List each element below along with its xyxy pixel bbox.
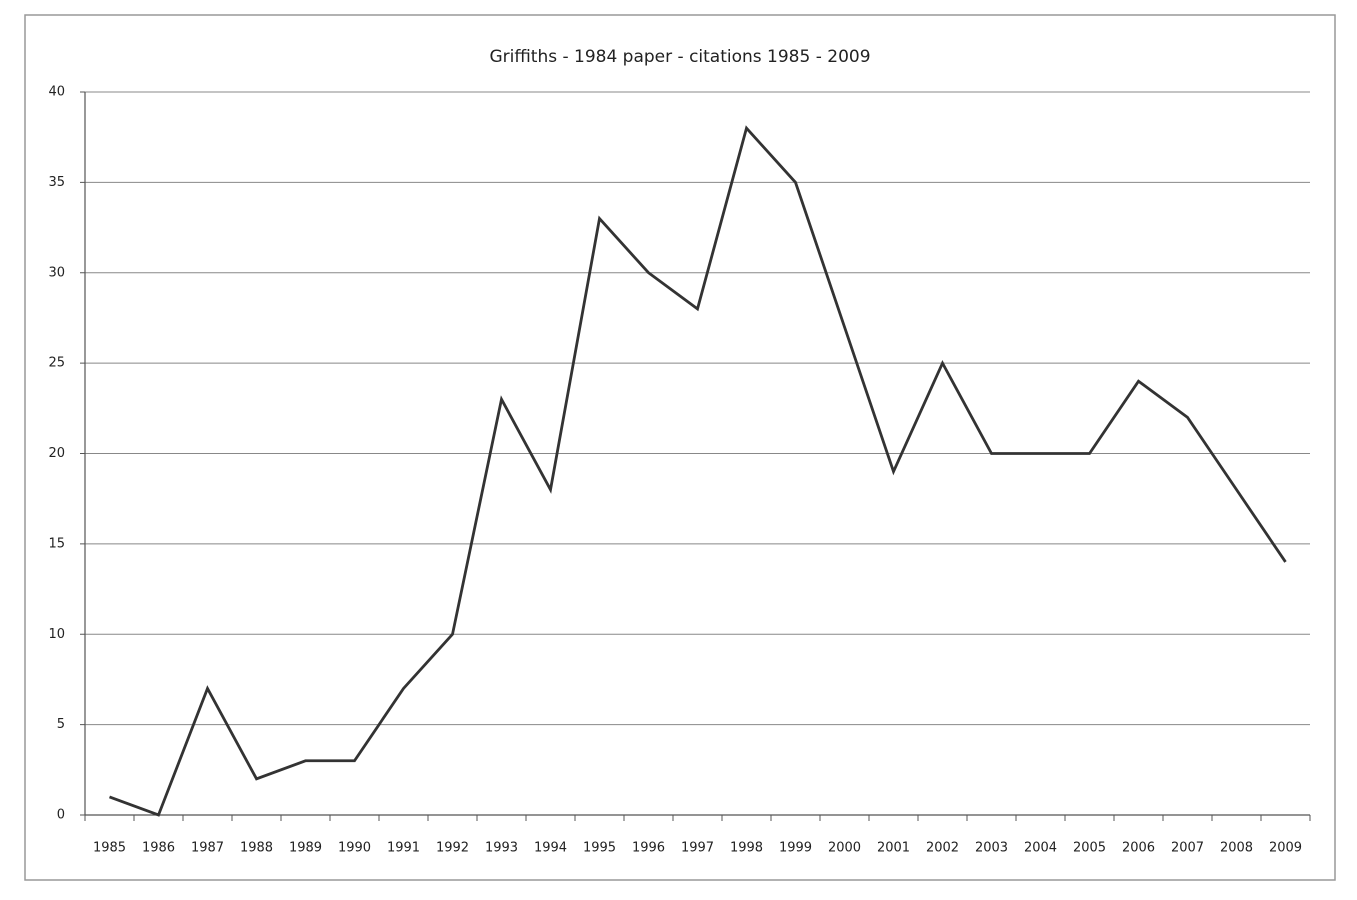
- x-tick-label: 1989: [289, 841, 322, 856]
- x-tick-label: 1986: [142, 841, 175, 856]
- x-tick-label: 2008: [1220, 841, 1253, 856]
- y-tick-label: 30: [48, 265, 65, 280]
- data-line: [109, 125, 1287, 817]
- x-tick-label: 1996: [632, 841, 665, 856]
- x-tick-label: 1990: [338, 841, 371, 856]
- x-tick-label: 1988: [240, 841, 273, 856]
- x-tick-label: 1985: [93, 841, 126, 856]
- y-tick-label: 20: [48, 446, 65, 461]
- x-tick-label: 2006: [1122, 841, 1155, 856]
- x-tick-label: 2000: [828, 841, 861, 856]
- x-tick-label: 1987: [191, 841, 224, 856]
- x-tick-label: 2005: [1073, 841, 1106, 856]
- x-tick-label: 2001: [877, 841, 910, 856]
- y-tick-label: 15: [48, 536, 65, 551]
- x-tick-label: 1994: [534, 841, 567, 856]
- y-tick-label: 5: [57, 717, 65, 732]
- x-tick-label: 2004: [1024, 841, 1057, 856]
- y-tick-label: 25: [48, 356, 65, 371]
- x-tick-label: 1998: [730, 841, 763, 856]
- y-tick-label: 10: [48, 627, 65, 642]
- y-tick-label: 35: [48, 175, 65, 190]
- chart-border: [24, 14, 1336, 881]
- x-tick-label: 1999: [779, 841, 812, 856]
- x-tick-label: 2003: [975, 841, 1008, 856]
- x-tick-label: 2002: [926, 841, 959, 856]
- x-tick-label: 1997: [681, 841, 714, 856]
- x-tick-label: 2007: [1171, 841, 1204, 856]
- x-tick-label: 1993: [485, 841, 518, 856]
- y-tick-label: 40: [48, 85, 65, 100]
- x-tick-label: 1991: [387, 841, 420, 856]
- y-tick-label: 0: [57, 808, 65, 823]
- x-tick-label: 1995: [583, 841, 616, 856]
- x-tick-label: 1992: [436, 841, 469, 856]
- chart-title: Griffiths - 1984 paper - citations 1985 …: [489, 47, 870, 67]
- x-tick-label: 2009: [1269, 841, 1302, 856]
